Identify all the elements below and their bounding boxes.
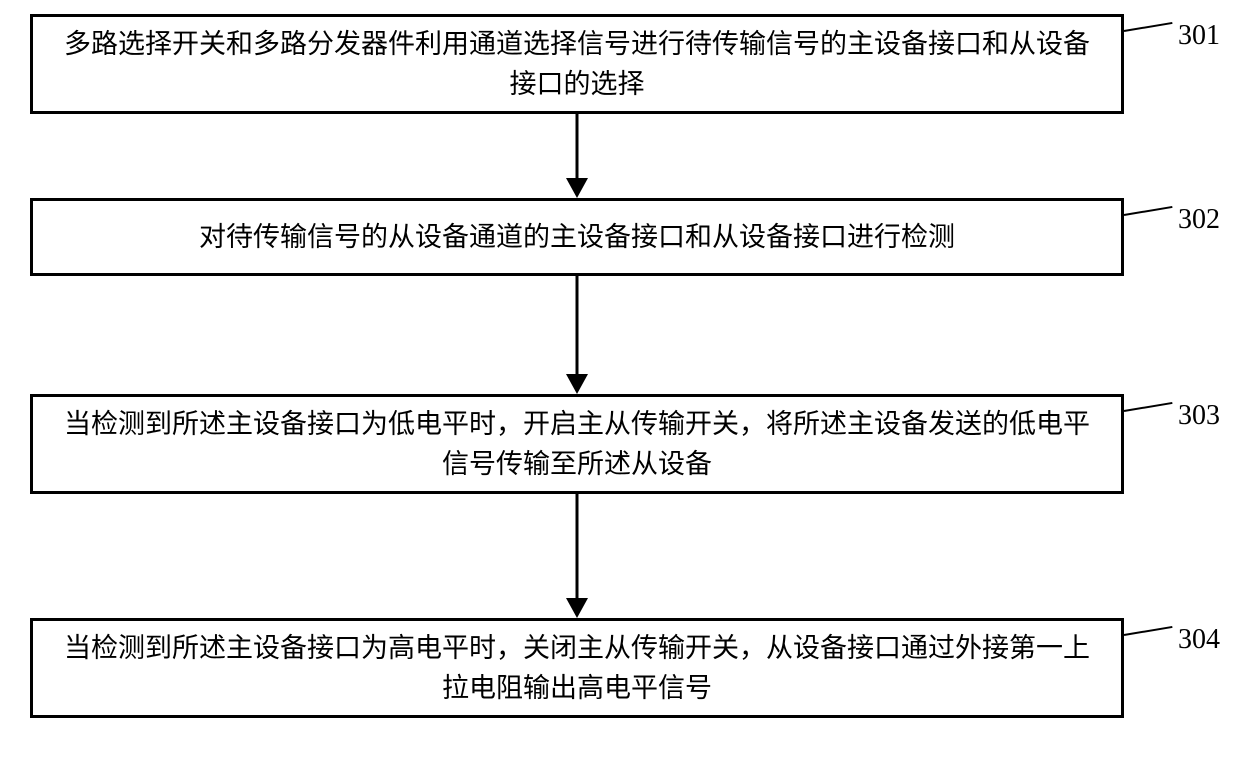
arrow-head-icon xyxy=(566,374,588,394)
step-box-304: 当检测到所述主设备接口为高电平时，关闭主从传输开关，从设备接口通过外接第一上拉电… xyxy=(30,618,1124,718)
step-label-304: 304 xyxy=(1178,624,1220,656)
step-box-302: 对待传输信号的从设备通道的主设备接口和从设备接口进行检测 xyxy=(30,198,1124,276)
step-label-301: 301 xyxy=(1178,20,1220,52)
step-box-303: 当检测到所述主设备接口为低电平时，开启主从传输开关，将所述主设备发送的低电平信号… xyxy=(30,394,1124,494)
leader-line xyxy=(1124,626,1172,636)
arrow-line xyxy=(576,114,579,178)
leader-line xyxy=(1124,22,1172,32)
arrow-head-icon xyxy=(566,598,588,618)
arrow-line xyxy=(576,494,579,598)
arrow-head-icon xyxy=(566,178,588,198)
arrow-line xyxy=(576,276,579,374)
step-text: 当检测到所述主设备接口为高电平时，关闭主从传输开关，从设备接口通过外接第一上拉电… xyxy=(53,628,1101,709)
step-text: 多路选择开关和多路分发器件利用通道选择信号进行待传输信号的主设备接口和从设备接口… xyxy=(53,24,1101,105)
leader-line xyxy=(1124,402,1172,412)
leader-line xyxy=(1124,206,1172,216)
step-text: 当检测到所述主设备接口为低电平时，开启主从传输开关，将所述主设备发送的低电平信号… xyxy=(53,404,1101,485)
step-box-301: 多路选择开关和多路分发器件利用通道选择信号进行待传输信号的主设备接口和从设备接口… xyxy=(30,14,1124,114)
step-label-302: 302 xyxy=(1178,204,1220,236)
step-label-303: 303 xyxy=(1178,400,1220,432)
flowchart-canvas: 多路选择开关和多路分发器件利用通道选择信号进行待传输信号的主设备接口和从设备接口… xyxy=(0,0,1240,777)
step-text: 对待传输信号的从设备通道的主设备接口和从设备接口进行检测 xyxy=(199,217,955,258)
